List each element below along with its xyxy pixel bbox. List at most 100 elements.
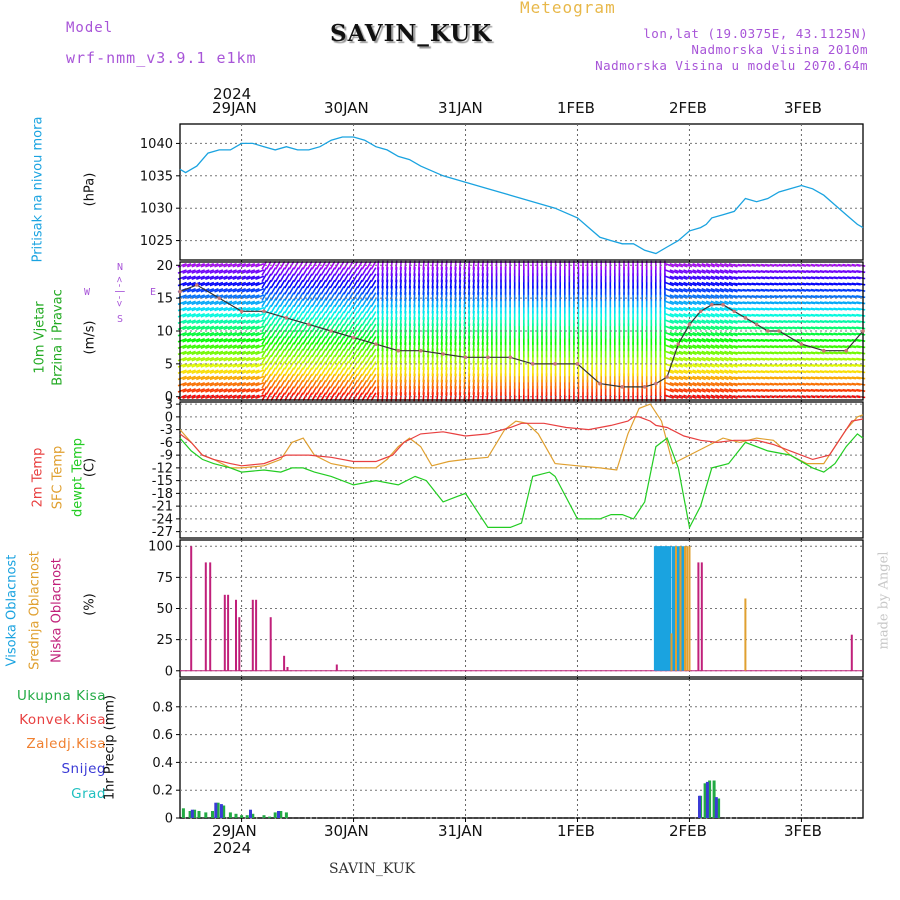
- wind-barb: [851, 288, 861, 292]
- wind-barb: [293, 304, 300, 314]
- wind-barb: [674, 344, 684, 349]
- precip-bar: [277, 811, 280, 818]
- wind-barb: [705, 350, 715, 356]
- wind-barb: [325, 273, 331, 283]
- wind-barb: [302, 336, 309, 345]
- wind-barb: [320, 373, 327, 383]
- wind-barb: [279, 342, 286, 351]
- wind-barb: [214, 394, 224, 400]
- lonlat-label: lon,lat (19.0375E, 43.1125N): [643, 26, 868, 41]
- wind-barb: [842, 326, 852, 330]
- wind-barb: [801, 307, 811, 311]
- wind-barb: [218, 375, 228, 381]
- wind-barb: [200, 375, 210, 381]
- wind-barb: [329, 292, 336, 301]
- wind-barb: [678, 394, 688, 400]
- wind-barb: [792, 276, 802, 280]
- wind-barb: [191, 363, 201, 368]
- wind-barb: [824, 276, 834, 280]
- wind-barb: [370, 279, 377, 289]
- wind-barb: [274, 373, 281, 383]
- wind-barb: [792, 295, 802, 299]
- wind-barb: [186, 338, 196, 343]
- wind-barb: [806, 288, 816, 292]
- wind-barb: [352, 379, 359, 389]
- wind-barb: [302, 373, 309, 383]
- wind-barb: [274, 292, 281, 301]
- wind-barb: [274, 379, 281, 389]
- wind-barb: [288, 329, 295, 339]
- wind-barb: [255, 381, 265, 387]
- wind-barb: [705, 375, 715, 381]
- wind-barb: [356, 367, 363, 376]
- cloud-bar: [223, 594, 226, 671]
- wind-barb: [297, 329, 304, 339]
- wind-barb: [769, 332, 779, 336]
- wind-barb: [674, 394, 684, 400]
- wind-barb: [715, 338, 725, 343]
- wind-barb: [227, 394, 237, 400]
- wind-barb: [815, 326, 825, 330]
- wind-barb: [279, 348, 286, 358]
- wind-barb: [678, 306, 688, 312]
- wind-barb: [347, 273, 354, 283]
- y-tick-label: 5: [165, 357, 173, 372]
- wind-barb: [715, 375, 725, 381]
- wind-barb: [191, 300, 201, 306]
- wind-barb: [306, 392, 313, 401]
- wind-barb: [270, 317, 277, 326]
- wind-barb: [293, 273, 300, 283]
- wind-barb: [751, 295, 761, 299]
- wind-barb: [361, 261, 368, 270]
- wind-barb: [320, 292, 327, 301]
- wind-barb: [683, 275, 693, 281]
- wind-barb: [250, 344, 260, 349]
- wind-barb: [274, 304, 281, 314]
- wind-barb: [696, 344, 706, 349]
- dewpt-line: [179, 433, 864, 530]
- wind-barb: [737, 288, 747, 292]
- wind-barb: [833, 395, 843, 399]
- wind-barb: [315, 336, 322, 345]
- wind-barb: [241, 294, 251, 299]
- wind-barb: [338, 298, 345, 308]
- wind-barb: [343, 373, 350, 383]
- wind-barb: [669, 319, 679, 324]
- wind-barb: [246, 319, 256, 324]
- wind-barb: [293, 317, 300, 326]
- wind-barb: [728, 388, 738, 393]
- wind-barb: [696, 288, 706, 293]
- wind-barb: [701, 300, 711, 306]
- wind-barb: [778, 338, 788, 342]
- wind-barb: [329, 386, 336, 395]
- wind-barb: [733, 276, 743, 280]
- wind-barb: [815, 307, 825, 311]
- wind-barb: [792, 326, 802, 330]
- wind-barb: [274, 279, 281, 289]
- wind-barb: [669, 356, 679, 362]
- cloud-bar: [667, 546, 672, 671]
- wind-barb: [343, 386, 350, 395]
- wind-barb: [196, 363, 205, 368]
- wind-speed-point: [262, 309, 266, 314]
- wind-barb: [746, 338, 757, 342]
- wind-barb: [806, 332, 816, 336]
- wind-barb: [279, 361, 286, 370]
- y-tick-label: 75: [156, 571, 173, 586]
- wind-barb: [186, 331, 196, 337]
- wind-barb: [760, 338, 770, 342]
- wind-barb: [760, 363, 770, 367]
- wind-barb: [719, 275, 729, 281]
- wind-barb: [856, 370, 866, 374]
- wind-barb: [724, 275, 734, 281]
- wind-barb: [205, 356, 215, 362]
- wind-barb: [265, 379, 272, 389]
- wind-barb: [687, 338, 697, 343]
- wind-speed-point: [178, 289, 182, 294]
- wind-barb: [209, 375, 219, 381]
- wind-barb: [191, 319, 201, 324]
- wind-barb: [815, 351, 825, 355]
- cloud-bar: [227, 594, 230, 671]
- wind-barb: [236, 269, 246, 274]
- wind-barb: [678, 331, 688, 337]
